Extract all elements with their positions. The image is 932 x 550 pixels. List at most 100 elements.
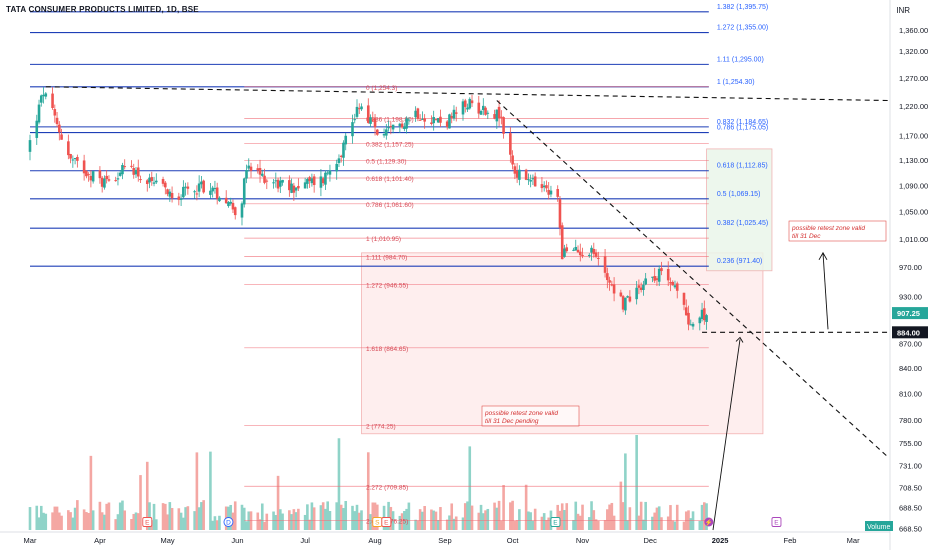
event-marker[interactable]: E	[550, 517, 561, 527]
volume-bar	[279, 509, 282, 530]
volume-bar	[166, 514, 169, 530]
candle-body	[60, 134, 63, 140]
candle-body	[170, 193, 174, 199]
volume-bar	[414, 519, 417, 530]
candle-body	[511, 155, 514, 165]
candle-body	[186, 186, 190, 189]
candle-body	[245, 170, 248, 179]
resistance-line	[45, 86, 889, 102]
volume-bar	[542, 513, 546, 530]
volume-bar	[689, 518, 693, 530]
volume-bar	[218, 515, 221, 530]
candle-body	[703, 308, 706, 321]
candle-body	[705, 315, 708, 322]
candle-body	[103, 178, 106, 188]
candle-body	[39, 95, 43, 103]
volume-bar	[610, 502, 614, 530]
candle-body	[274, 180, 278, 182]
candle-body	[324, 172, 327, 185]
candle-body	[51, 93, 54, 108]
fib-extension-label: 2.272 (709.85)	[366, 484, 408, 491]
candle-body	[502, 117, 505, 134]
candle-body	[619, 292, 623, 297]
event-marker[interactable]: D	[223, 517, 234, 527]
last-price-tag	[892, 307, 928, 320]
volume-bar	[132, 513, 136, 530]
volume-bar	[233, 501, 237, 530]
retest-zone-upper	[706, 148, 773, 272]
fib-extension-label: 1.111 (984.70)	[366, 255, 407, 262]
candle-body	[590, 247, 593, 253]
volume-bar	[387, 501, 390, 530]
candle-body	[612, 284, 616, 294]
annotation-text: possible retest zone valid	[484, 410, 558, 417]
volume-bar	[247, 511, 251, 530]
event-marker-label: D	[226, 520, 231, 527]
volume-bar	[700, 504, 704, 530]
candle-body	[218, 197, 221, 202]
y-tick-label: 708.50	[899, 484, 922, 493]
event-marker[interactable]: S	[372, 517, 383, 527]
event-marker[interactable]: E	[381, 517, 392, 527]
candle-body	[91, 171, 95, 182]
volume-bar	[170, 507, 174, 530]
volume-bar	[560, 503, 564, 530]
volume-bar	[130, 519, 133, 530]
y-tick-label: 840.00	[899, 364, 922, 373]
event-marker[interactable]: E	[142, 517, 153, 527]
earnings-marker-icon	[771, 517, 782, 527]
candle-body	[414, 110, 417, 118]
candle-body	[418, 119, 422, 121]
volume-bar	[82, 509, 86, 530]
volume-bar	[587, 517, 591, 530]
candle-body	[82, 160, 86, 174]
volume-bar	[297, 508, 300, 530]
volume-bar	[240, 504, 244, 530]
candle-body	[572, 249, 575, 251]
projection-arrow-line	[712, 339, 741, 531]
candle-body	[454, 112, 458, 114]
candle-body	[303, 182, 307, 189]
volume-bar	[326, 501, 329, 530]
candle-body	[114, 180, 117, 182]
candle-body	[421, 118, 424, 120]
volume-bar	[621, 502, 625, 530]
volume-bar	[324, 508, 327, 530]
lightning-event-icon	[704, 517, 714, 527]
candle-body	[689, 324, 693, 326]
candle-body	[651, 276, 654, 278]
volume-bar	[479, 504, 483, 530]
candle-body	[675, 283, 679, 291]
volume-bar	[339, 504, 343, 530]
candle-body	[231, 202, 235, 210]
fib-level-label: 1.382 (1,395.75)	[717, 4, 768, 11]
level-tag-text: 884.00	[897, 328, 920, 337]
candle-body	[202, 180, 205, 193]
y-tick-label: 755.00	[899, 439, 922, 448]
candle-body	[195, 193, 199, 195]
candle-body	[118, 172, 122, 176]
candle-body	[470, 100, 474, 104]
candle-body	[624, 297, 627, 311]
volume-bar	[603, 520, 607, 530]
volume-bar	[497, 500, 501, 530]
y-tick-label: 810.00	[899, 390, 922, 399]
candle-body	[344, 135, 348, 145]
candle-body	[139, 179, 142, 181]
volume-bar	[100, 512, 104, 530]
volume-bar	[179, 512, 183, 530]
y-tick-label: 688.50	[899, 504, 922, 513]
candle-body	[227, 202, 230, 207]
volume-bar	[511, 500, 514, 530]
volume-bar	[452, 518, 456, 530]
volume-bar	[35, 505, 39, 530]
fib-level-label: 0.5 (1,069.15)	[717, 191, 761, 198]
candle-body	[608, 280, 611, 283]
volume-bar	[703, 502, 706, 530]
candle-body	[215, 187, 219, 199]
event-marker[interactable]: E	[771, 517, 782, 527]
volume-bar	[89, 455, 93, 530]
volume-bar	[335, 502, 339, 530]
